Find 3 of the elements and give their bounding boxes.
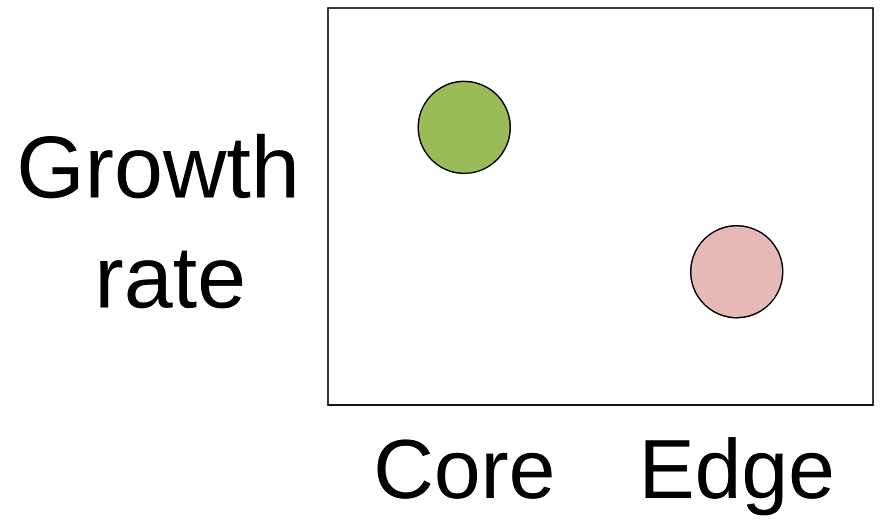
y-axis-title: Growth rate bbox=[16, 118, 300, 326]
x-tick-label: Edge bbox=[638, 422, 835, 516]
x-tick-label: Core bbox=[373, 422, 556, 516]
